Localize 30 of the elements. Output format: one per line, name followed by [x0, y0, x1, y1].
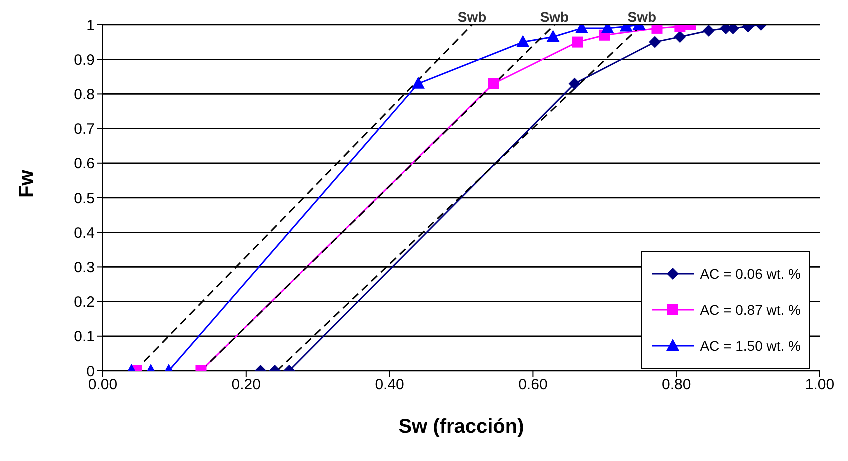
point	[572, 36, 584, 48]
annotation: Swb	[628, 9, 657, 25]
y-tick-label: 0.4	[74, 224, 95, 242]
annotation: Swb	[540, 9, 570, 25]
y-tick-label: 0.3	[74, 260, 95, 277]
legend-label: AC = 1.50 wt. %	[700, 338, 801, 354]
point	[649, 36, 662, 48]
legend-label: AC = 0.06 wt. %	[700, 266, 801, 282]
point	[702, 25, 715, 37]
y-tick-label: 0.6	[74, 156, 95, 173]
annotation: Swb	[458, 9, 487, 25]
legend-label: AC = 0.87 wt. %	[700, 302, 801, 318]
x-tick-label: 0.80	[662, 376, 692, 394]
x-tick-label: 0.20	[232, 376, 261, 394]
x-tick-label: 0.40	[375, 376, 404, 394]
point	[674, 31, 686, 44]
point	[568, 78, 581, 90]
y-tick-label: 0.2	[74, 294, 95, 312]
y-tick-label: 0.5	[74, 190, 95, 208]
y-axis-title: Fw	[16, 170, 38, 198]
point	[488, 78, 500, 90]
x-tick-label: 1.00	[805, 376, 835, 394]
y-tick-label: 0.8	[74, 86, 95, 104]
y-tick-label: 0.1	[74, 328, 95, 346]
point	[412, 76, 425, 89]
y-tick-label: 0.7	[74, 121, 95, 138]
y-tick-label: 1	[86, 17, 95, 34]
y-tick-label: 0.9	[74, 52, 95, 69]
x-axis-title: Sw (fracción)	[398, 416, 524, 438]
x-tick-label: 0.60	[518, 376, 548, 394]
